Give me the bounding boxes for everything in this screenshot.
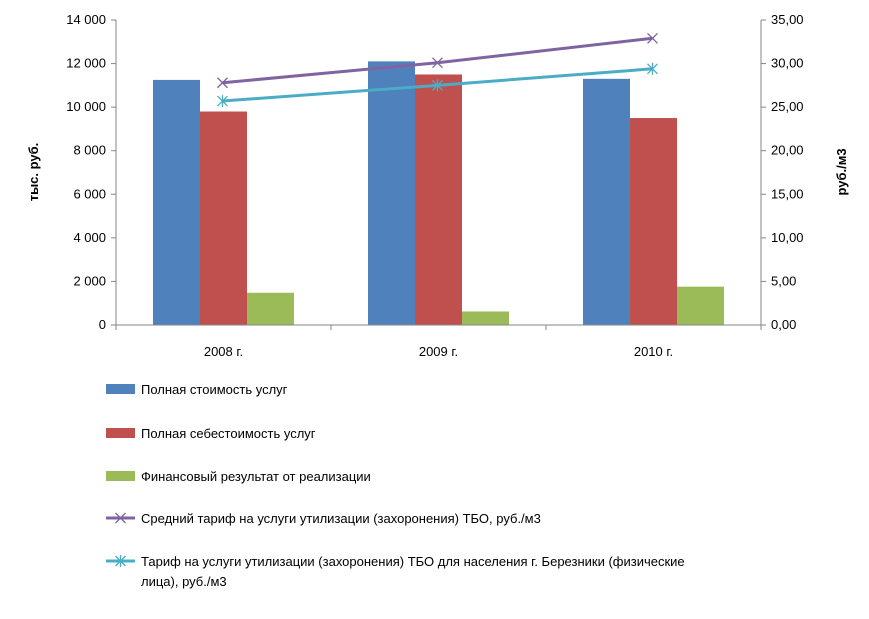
right-tick-label: 0,00 (771, 317, 796, 332)
right-tick-label: 15,00 (771, 186, 804, 201)
legend-swatch (106, 471, 135, 481)
data-point (217, 95, 228, 108)
data-point (647, 62, 658, 75)
data-point (432, 57, 443, 69)
bar (368, 61, 415, 326)
bar (462, 311, 509, 325)
data-point (647, 32, 658, 44)
bar (200, 111, 247, 325)
legend-swatch (106, 384, 135, 394)
legend-item: Полная стоимость услуг (106, 382, 288, 397)
bar (630, 118, 677, 326)
lines-layer (217, 32, 658, 108)
right-tick-label: 20,00 (771, 143, 804, 158)
legend-item: Средний тариф на услуги утилизации (захо… (106, 511, 541, 526)
bar (153, 79, 200, 326)
left-tick-label: 4 000 (73, 230, 106, 245)
left-tick-label: 14 000 (66, 12, 106, 27)
bar (247, 292, 294, 325)
right-tick-label: 30,00 (771, 56, 804, 71)
left-tick-label: 0 (99, 317, 106, 332)
data-point (217, 77, 228, 89)
legend-label: Финансовый результат от реализации (141, 469, 371, 484)
x-tick-label: 2010 г. (634, 344, 673, 359)
legend-item: Полная себестоимость услуг (106, 426, 316, 441)
legend-label: Полная себестоимость услуг (141, 426, 316, 441)
right-tick-label: 10,00 (771, 230, 804, 245)
legend-swatch (106, 555, 135, 567)
left-axis-ticks: 0 2 000 4 000 6 000 8 000 10 000 12 000 14 000 (66, 12, 116, 332)
bar (583, 78, 630, 325)
bars-layer (153, 61, 724, 326)
legend-label: Средний тариф на услуги утилизации (захо… (141, 511, 541, 526)
right-axis-title: руб./м3 (834, 148, 849, 195)
legend-label: Полная стоимость услуг (141, 382, 288, 397)
bar (677, 286, 724, 325)
legend-item: Тариф на услуги утилизации (захоронения)… (106, 554, 685, 589)
right-tick-label: 35,00 (771, 12, 804, 27)
x-axis-ticks: 2008 г. 2009 г. 2010 г. (115, 325, 762, 359)
legend-label: лица), руб./м3 (141, 574, 227, 589)
left-axis-title: тыс. руб. (26, 143, 41, 202)
legend: Полная стоимость услуг Полная себестоимос… (106, 382, 685, 589)
left-tick-label: 6 000 (73, 186, 106, 201)
bar (415, 74, 462, 325)
left-tick-label: 12 000 (66, 56, 106, 71)
legend-item: Финансовый результат от реализации (106, 469, 371, 484)
left-tick-label: 10 000 (66, 99, 106, 114)
left-tick-label: 8 000 (73, 143, 106, 158)
legend-swatch (106, 428, 135, 438)
x-tick-label: 2008 г. (204, 344, 243, 359)
x-tick-label: 2009 г. (419, 344, 458, 359)
legend-label: Тариф на услуги утилизации (захоронения)… (141, 554, 685, 569)
right-tick-label: 5,00 (771, 273, 796, 288)
data-point (432, 79, 443, 92)
left-tick-label: 2 000 (73, 273, 106, 288)
axes-layer (115, 20, 762, 326)
right-tick-label: 25,00 (771, 99, 804, 114)
legend-swatch (106, 512, 135, 524)
right-axis-ticks: 0,00 5,00 10,00 15,00 20,00 25,00 30,00 35,00 (761, 12, 804, 332)
